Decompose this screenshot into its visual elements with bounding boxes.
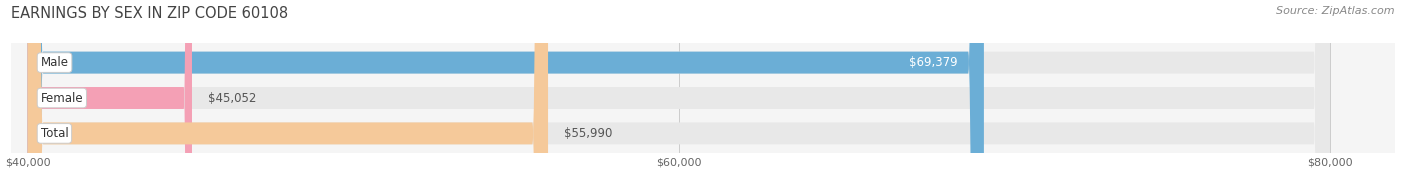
- Text: Male: Male: [41, 56, 69, 69]
- Text: EARNINGS BY SEX IN ZIP CODE 60108: EARNINGS BY SEX IN ZIP CODE 60108: [11, 6, 288, 21]
- Text: Total: Total: [41, 127, 69, 140]
- FancyBboxPatch shape: [28, 0, 1330, 196]
- FancyBboxPatch shape: [28, 0, 1330, 196]
- Text: Female: Female: [41, 92, 83, 104]
- FancyBboxPatch shape: [28, 0, 193, 196]
- Text: $69,379: $69,379: [910, 56, 957, 69]
- FancyBboxPatch shape: [28, 0, 1330, 196]
- FancyBboxPatch shape: [28, 0, 548, 196]
- FancyBboxPatch shape: [28, 0, 984, 196]
- Text: $55,990: $55,990: [564, 127, 613, 140]
- Text: $45,052: $45,052: [208, 92, 257, 104]
- Text: Source: ZipAtlas.com: Source: ZipAtlas.com: [1277, 6, 1395, 16]
